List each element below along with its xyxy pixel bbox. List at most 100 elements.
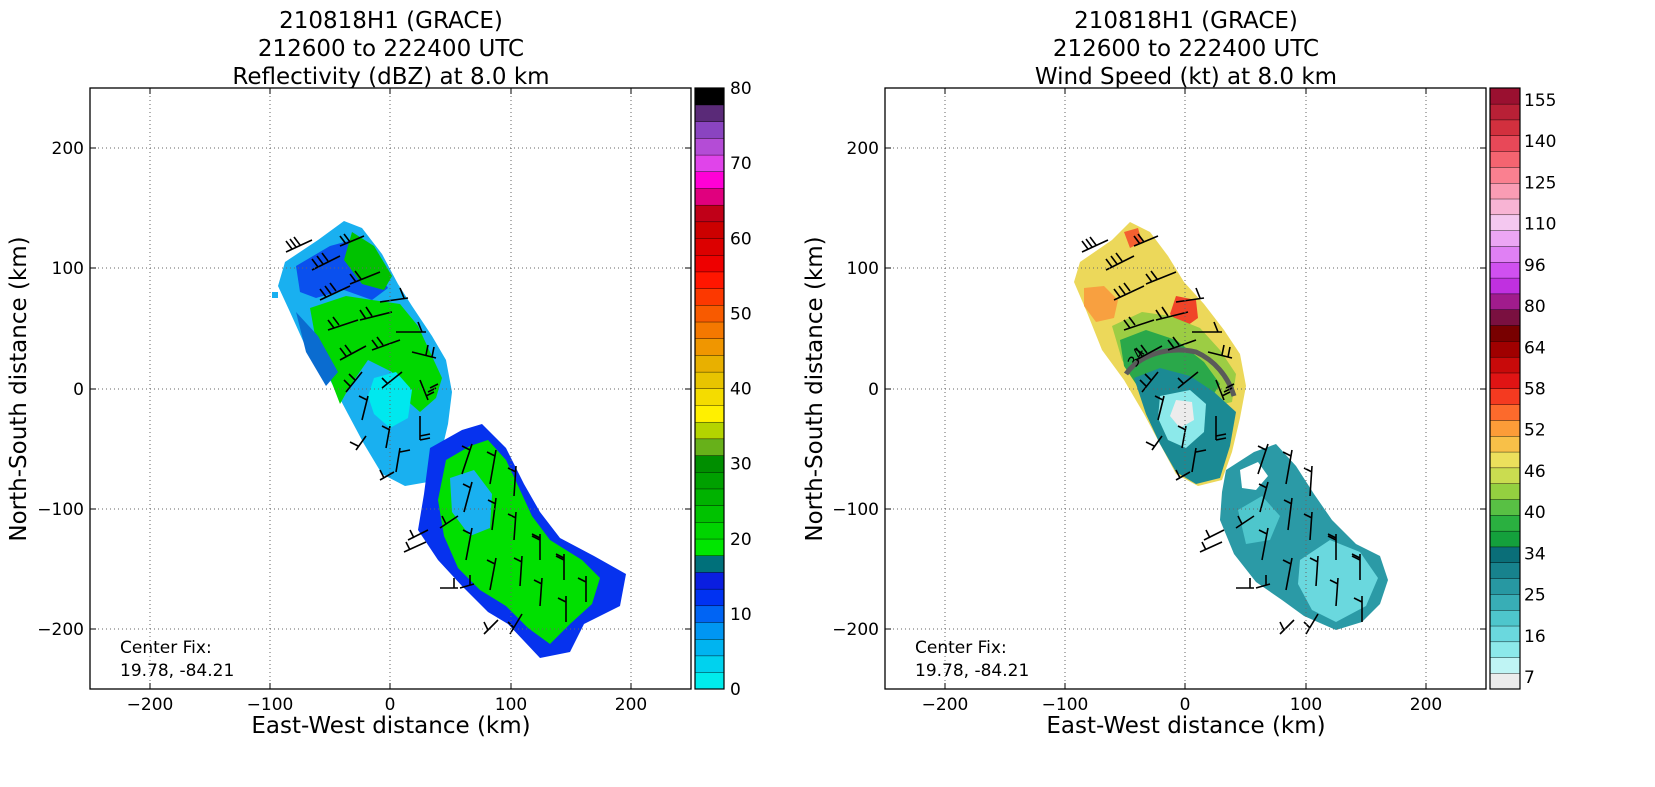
y-tick-label: 100 [847,259,879,279]
colorbar-swatch [694,488,725,506]
wind-barb [1282,557,1293,591]
wind-speed-plot-area: 34 [802,87,1487,739]
colorbar-tick-label: 80 [730,79,752,99]
y-axis-label: North-South distance (km) [802,236,828,541]
wind-barb [1258,481,1269,513]
wind-barb [1175,469,1191,481]
wind-barb [358,395,369,421]
colorbar-swatch [694,588,725,607]
wind-speed-red-spot-2 [1124,228,1142,248]
colorbar-tick-label: 64 [1524,338,1546,358]
panel-title-line-2: 212600 to 222400 UTC [258,36,524,62]
wind-barb [461,443,473,475]
y-tick-label: 0 [868,380,879,400]
colorbar-swatch [1489,404,1521,421]
colorbar-swatch [694,338,725,356]
colorbar-ticks: 7 16 25 34 40 46 52 58 64 80 96 110 125 140 155 [1524,91,1556,688]
wind-speed-band-south-light-2 [1238,496,1280,544]
colorbar-swatch [694,438,725,456]
wind-barb [487,497,497,531]
colorbar-swatch [694,605,725,623]
colorbar-tick-label: 70 [730,154,752,174]
x-tick-label: −200 [922,695,969,715]
reflectivity-plot-area: −200 −100 0 100 200 200 100 0 −100 −200 … [6,87,692,739]
wind-barb [1191,447,1207,473]
wind-barb [557,596,567,622]
colorbar-swatches [694,87,725,690]
wind-barb [1154,395,1165,421]
wind-barb [339,233,365,247]
x-axis-label: East-West distance (km) [251,713,530,739]
wind-barb [1203,529,1225,541]
tick-marks [90,88,691,689]
wind-speed-panel: 210818H1 (GRACE) 212600 to 222400 UTC Wi… [802,8,1556,739]
colorbar-swatch [1489,530,1521,548]
colorbar-tick-label: 40 [730,380,752,400]
colorbar-swatch [1489,230,1521,247]
wind-barb [1255,575,1271,589]
colorbar-swatch [1489,119,1521,136]
x-tick-label: 100 [495,695,527,715]
wind-barb [1303,613,1319,635]
wind-barb [1133,233,1159,247]
wind-barb [403,541,427,553]
colorbar-swatch [694,137,725,156]
colorbar-swatch [1489,151,1521,168]
wind-barb [533,577,543,607]
colorbar-swatch [694,638,725,657]
wind-speed-gap [1240,462,1268,490]
colorbar-swatch [1489,672,1521,690]
colorbar-swatch [1489,435,1521,453]
colorbar-swatch [1489,340,1521,358]
colorbar-swatch [1489,245,1521,263]
wind-barb [419,379,439,401]
colorbar-swatch [694,271,725,289]
wind-barb [1329,577,1339,607]
colorbar-swatch [694,221,725,239]
colorbar-swatch [694,371,725,389]
colorbar-swatch [1489,609,1521,627]
wind-barb [349,270,381,285]
colorbar-swatch [1489,641,1521,658]
wind-barb [1283,497,1293,531]
panel-title-line-1: 210818H1 (GRACE) [279,8,503,34]
wind-barb [411,344,437,359]
colorbar-swatch [1489,135,1521,152]
wind-barb [483,619,499,635]
wind-barb [381,371,403,389]
colorbar-swatch [1489,214,1521,231]
wind-barb [419,416,431,441]
colorbar-swatch [694,672,725,690]
wind-barb [1236,578,1254,589]
colorbar-frame [694,87,725,690]
wind-barb [462,527,473,561]
colorbar-swatch [694,421,725,440]
colorbar-swatch [694,538,725,556]
wind-barb [343,371,363,393]
x-axis-label: East-West distance (km) [1046,713,1325,739]
colorbar-swatch [1489,578,1521,595]
colorbar-swatch [1489,198,1521,216]
reflectivity-core-north-3 [344,232,392,290]
panel-title-line-1: 210818H1 (GRACE) [1074,8,1298,34]
wind-barb [1207,344,1233,359]
wind-barb [507,511,517,541]
panel-title-line-3: Reflectivity (dBZ) at 8.0 km [232,64,549,90]
colorbar-swatch [1489,261,1521,279]
reflectivity-field [272,221,626,658]
wind-barb [1155,306,1189,321]
wind-barb [379,469,395,481]
colorbar-swatches [1489,87,1521,690]
reflectivity-core-north-4 [296,312,338,386]
y-tick-label: −100 [832,500,879,520]
y-tick-label: 0 [73,380,84,400]
y-tick-label: 200 [52,139,84,159]
colorbar-tick-label: 25 [1524,586,1546,606]
colorbar-swatch [694,655,725,673]
colorbar-swatch [1489,467,1521,484]
wind-barb [1177,371,1199,389]
colorbar-swatch [1489,499,1521,516]
wind-barb [486,557,497,591]
colorbar-swatch [1489,625,1521,643]
wind-barb [319,282,351,301]
